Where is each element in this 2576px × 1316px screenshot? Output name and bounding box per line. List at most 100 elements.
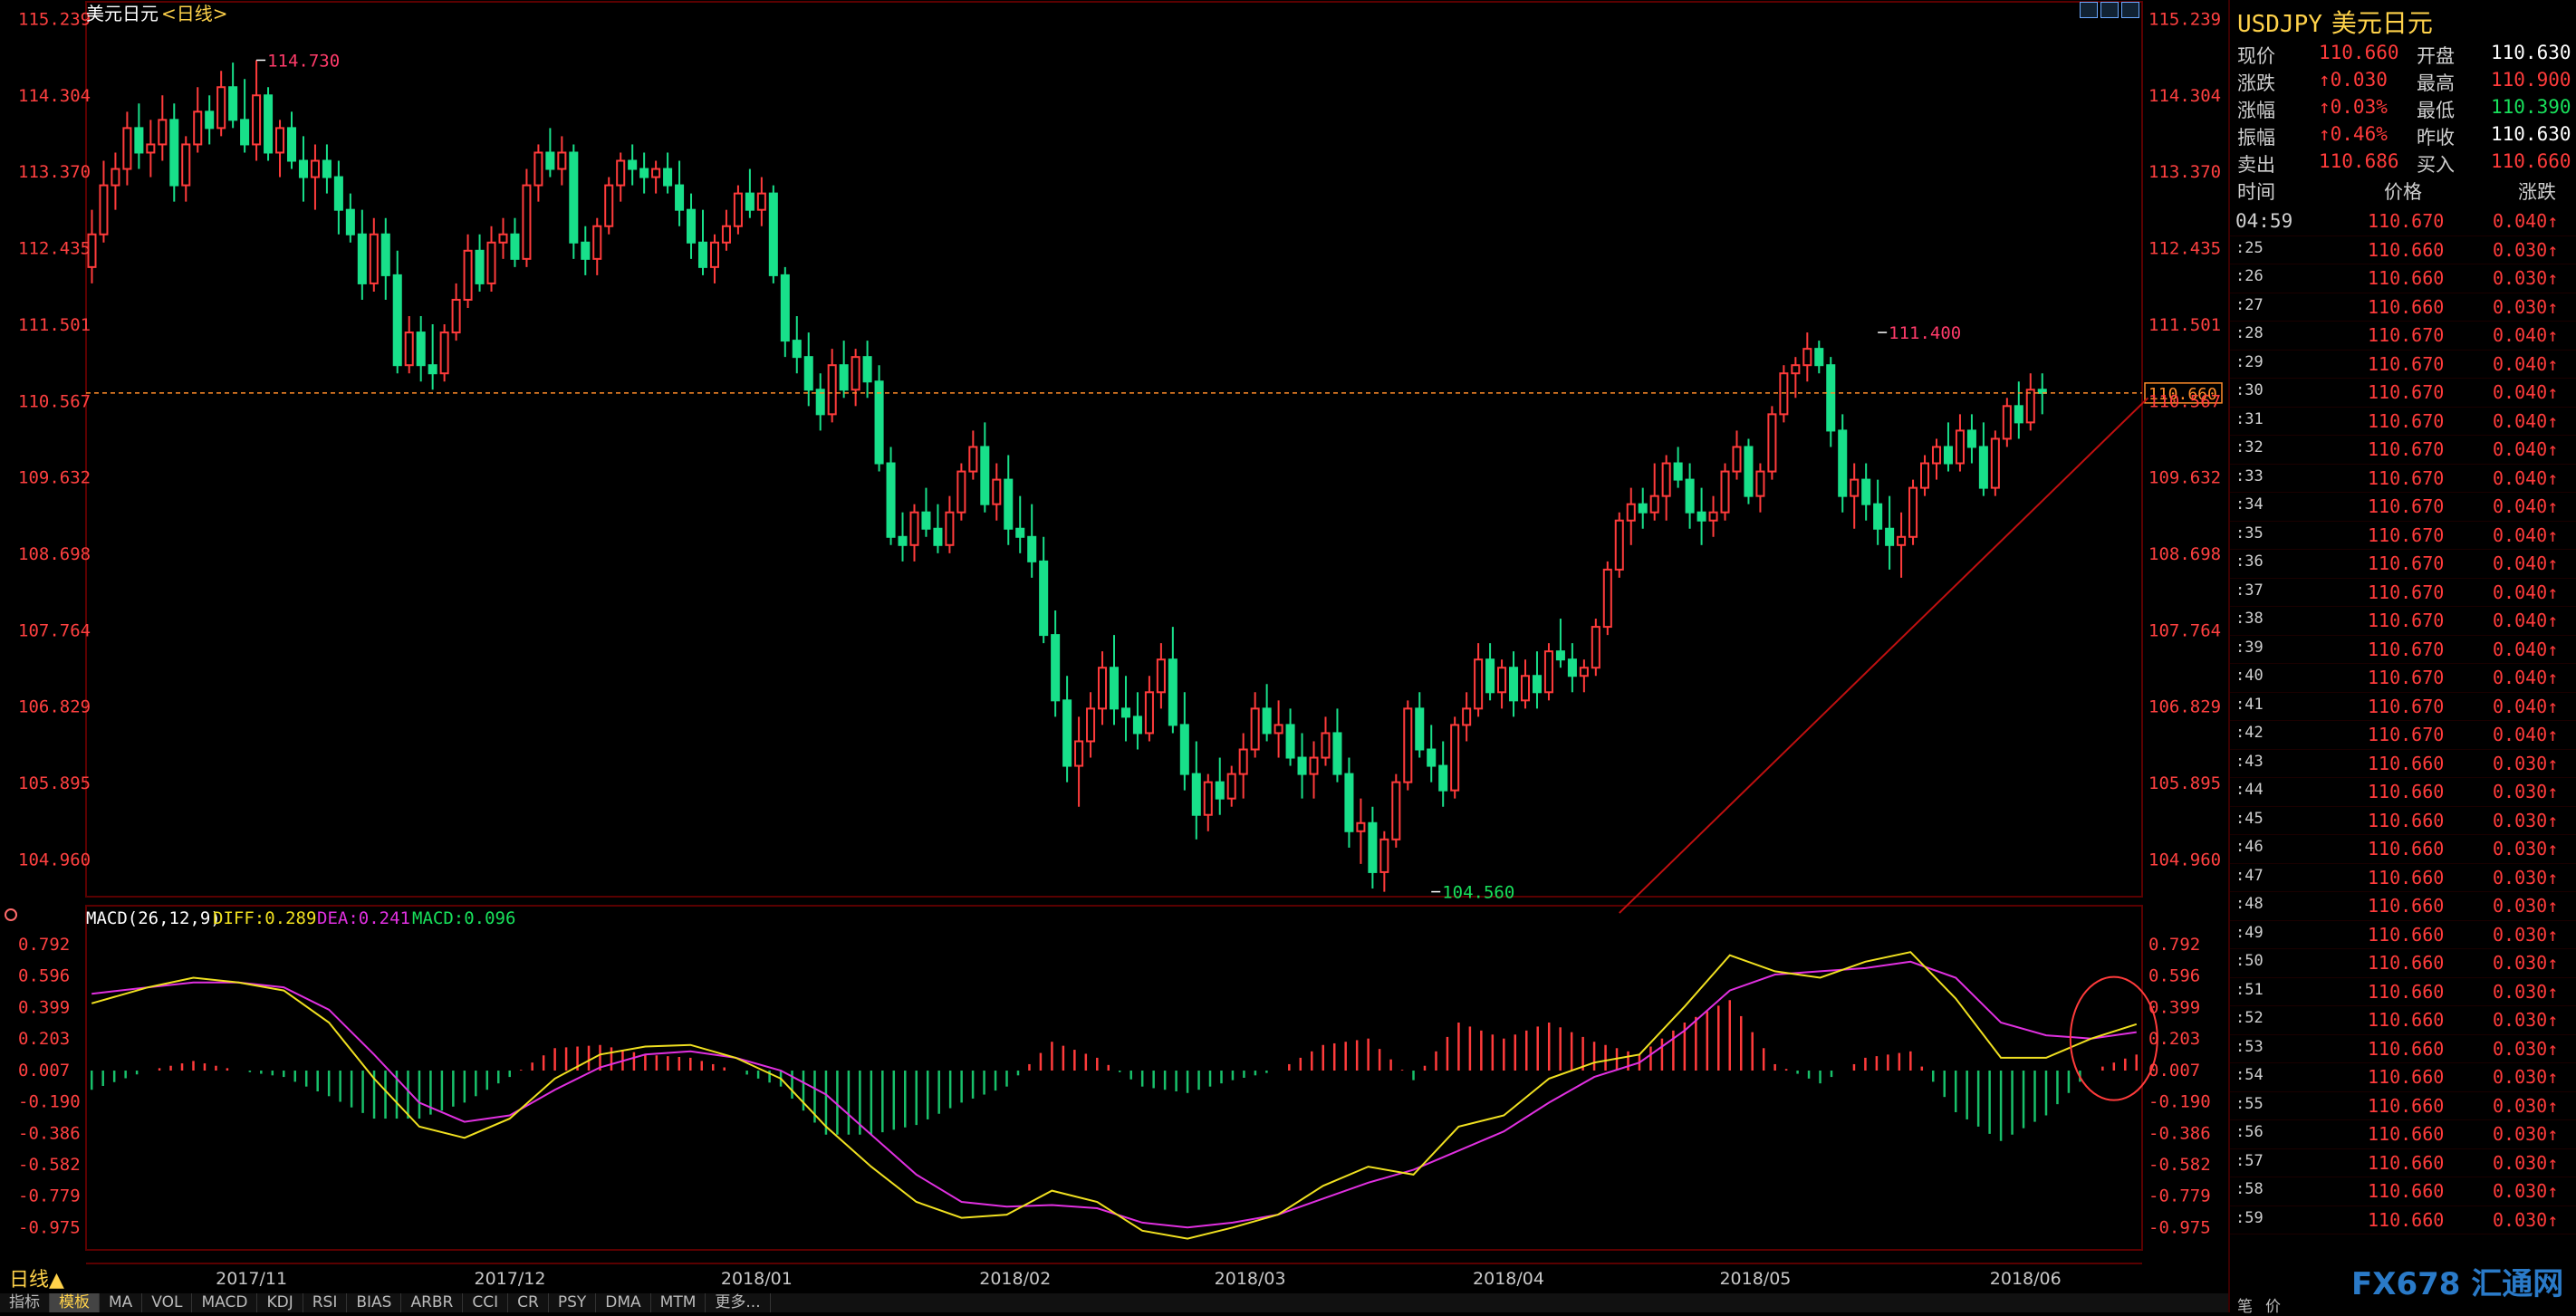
tick-change: 0.030↑	[2493, 809, 2559, 831]
candle-body	[1344, 773, 1354, 832]
tick-time: :26	[2235, 267, 2264, 285]
macd-tick-left: -0.975	[18, 1217, 81, 1237]
quote-label: 卖出	[2237, 154, 2275, 176]
toolbar-item[interactable]: BIAS	[347, 1293, 402, 1312]
tick-price: 110.670	[2368, 581, 2445, 603]
price-tick-right: 107.764	[2148, 620, 2221, 640]
zoom-out-icon[interactable]	[2100, 2, 2119, 18]
tick-time: :53	[2235, 1037, 2264, 1056]
panel-tab[interactable]: 笔	[2237, 1298, 2253, 1316]
price-tick-right: 110.567	[2148, 391, 2221, 411]
candle-body	[380, 233, 390, 276]
candle-body	[252, 94, 262, 146]
candle-body	[839, 364, 849, 391]
candle-body	[721, 225, 731, 244]
candle-body	[581, 241, 591, 260]
tick-time: :41	[2235, 695, 2264, 714]
tick-change: 0.030↑	[2493, 866, 2559, 889]
candle-body	[392, 274, 402, 367]
chart-window-controls[interactable]	[2080, 2, 2142, 22]
candle-body	[675, 184, 685, 211]
tick-price: 110.660	[2368, 752, 2445, 774]
tick-price: 110.670	[2368, 438, 2445, 460]
candle-body	[205, 110, 215, 130]
toolbar-item[interactable]: RSI	[303, 1293, 348, 1312]
toolbar-item[interactable]: DMA	[596, 1293, 651, 1312]
candle-body	[1920, 462, 1930, 489]
tick-price: 110.670	[2368, 324, 2445, 346]
candle-body	[428, 364, 437, 375]
trend-line	[1619, 397, 2149, 914]
macd-frame	[85, 905, 2143, 1251]
candle-body	[1391, 781, 1401, 841]
tick-header-time: 时间	[2237, 181, 2275, 203]
macd-tick-right: 0.596	[2148, 966, 2200, 986]
candle-body	[463, 249, 473, 301]
toolbar-item[interactable]: MA	[100, 1293, 143, 1312]
tick-price: 110.660	[2368, 267, 2445, 289]
price-frame	[85, 1, 2143, 898]
toolbar-item[interactable]: 指标	[0, 1293, 50, 1312]
candle-body	[733, 192, 743, 227]
macd-hist-legend: MACD:0.096	[412, 908, 515, 928]
tick-time: :35	[2235, 524, 2264, 543]
candle-body	[2014, 405, 2023, 424]
candle-body	[827, 364, 837, 416]
tick-price: 110.670	[2368, 495, 2445, 517]
candle-body	[404, 331, 414, 367]
quote-value: 110.686	[2319, 150, 2399, 172]
tick-change: 0.040↑	[2493, 495, 2559, 517]
tick-time: :46	[2235, 838, 2264, 856]
candle-body	[286, 127, 297, 162]
price-tick-left: 104.960	[18, 850, 91, 869]
candle-body	[169, 119, 179, 187]
candle-body	[1004, 478, 1014, 530]
candle-body	[1120, 707, 1130, 718]
candle-body	[545, 151, 555, 170]
candle-body	[933, 527, 943, 546]
tick-change: 0.030↑	[2493, 1037, 2559, 1060]
macd-tick-right: -0.779	[2148, 1186, 2211, 1206]
candle-body	[2002, 405, 2012, 440]
toolbar-item[interactable]: CCI	[463, 1293, 509, 1312]
price-tick-right: 109.632	[2148, 468, 2221, 488]
candle-body	[1520, 675, 1531, 702]
toolbar-item[interactable]: PSY	[549, 1293, 597, 1312]
candle-body	[1086, 707, 1096, 743]
tick-time: :50	[2235, 952, 2264, 970]
toolbar-item[interactable]: 更多...	[706, 1293, 771, 1312]
toolbar-item[interactable]: CR	[508, 1293, 549, 1312]
candle-body	[1791, 364, 1801, 375]
date-tick: 2017/11	[216, 1269, 287, 1289]
candle-body	[862, 356, 872, 383]
tick-time: :38	[2235, 610, 2264, 628]
close-icon[interactable]	[2121, 2, 2139, 18]
price-tick-right: 108.698	[2148, 544, 2221, 564]
tick-row: :27 110.660 0.030↑	[2230, 293, 2576, 322]
tick-price: 110.660	[2368, 781, 2445, 802]
candle-body	[1978, 446, 1988, 489]
tick-price: 110.660	[2368, 1123, 2445, 1145]
tick-header-change: 涨跌	[2518, 181, 2556, 203]
quote-value: 110.630	[2491, 123, 2571, 145]
panel-tab[interactable]: 价	[2265, 1298, 2281, 1316]
last-price-box	[2144, 382, 2223, 404]
toolbar-item[interactable]: MTM	[651, 1293, 706, 1312]
candle-body	[1474, 658, 1484, 710]
toolbar-item[interactable]: ARBR	[401, 1293, 464, 1312]
candle-body	[1661, 462, 1671, 497]
candle-body	[1673, 462, 1683, 481]
tick-change: 0.030↑	[2493, 1208, 2559, 1231]
tick-time: :45	[2235, 809, 2264, 828]
tick-price: 110.670	[2368, 352, 2445, 375]
toolbar-item[interactable]: MACD	[192, 1293, 258, 1312]
tick-price: 110.660	[2368, 1151, 2445, 1174]
zoom-in-icon[interactable]	[2080, 2, 2098, 18]
tick-change: 0.030↑	[2493, 895, 2559, 917]
tick-time: :25	[2235, 238, 2264, 257]
toolbar-item[interactable]: 模板	[50, 1293, 100, 1312]
candle-body	[1450, 724, 1460, 792]
toolbar-item[interactable]: KDJ	[257, 1293, 303, 1312]
toolbar-item[interactable]: VOL	[142, 1293, 193, 1312]
